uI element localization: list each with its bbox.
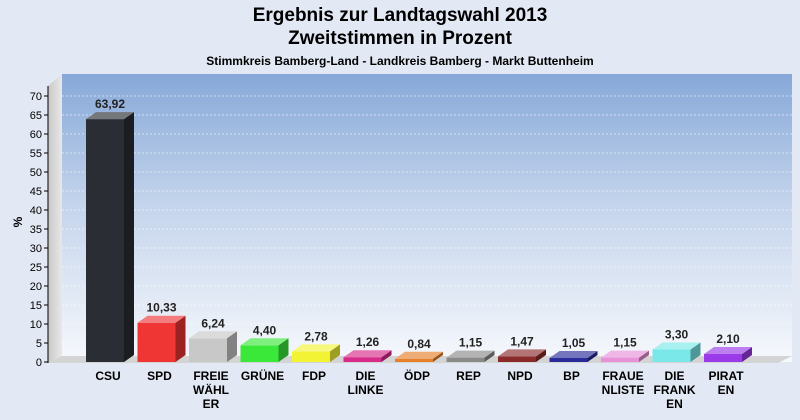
bar: [446, 357, 485, 362]
bar-side: [278, 338, 289, 362]
value-label: 2,78: [304, 329, 328, 343]
category-label: FREIE: [193, 369, 228, 383]
bar: [189, 338, 227, 362]
bar-side: [536, 349, 546, 362]
category-label: DIE: [664, 369, 684, 383]
bar: [137, 322, 176, 362]
value-label: 63,92: [95, 97, 125, 111]
value-label: 10,33: [146, 301, 176, 315]
side-wall: [48, 74, 62, 363]
y-tick-label: 10: [30, 319, 42, 331]
value-label: 1,15: [613, 336, 637, 350]
chart-subtitle: Zweitstimmen in Prozent: [288, 28, 512, 49]
value-label: 3,30: [665, 327, 689, 341]
y-tick-label: 45: [30, 186, 42, 198]
bar-top: [498, 349, 546, 357]
category-label: NPD: [507, 369, 533, 383]
y-axis-label: %: [11, 216, 25, 227]
bar-side: [330, 344, 340, 362]
y-tick-label: 40: [30, 205, 42, 217]
y-tick-label: 55: [30, 148, 42, 160]
bar: [704, 354, 742, 362]
bar-top: [446, 350, 495, 358]
y-tick-label: 15: [30, 300, 42, 312]
bar-side: [124, 112, 134, 362]
value-label: 1,15: [459, 336, 483, 350]
category-label: NLISTE: [602, 383, 645, 397]
title-block: Ergebnis zur Landtagswahl 2013 Zweitstim…: [0, 4, 800, 70]
bar-top: [343, 350, 392, 358]
category-label: SPD: [147, 369, 172, 383]
value-label: 1,47: [510, 334, 534, 348]
bar: [549, 358, 588, 362]
category-label: EN: [666, 397, 683, 411]
value-label: 1,26: [356, 335, 380, 349]
category-label: EN: [718, 383, 735, 397]
category-label: FRANK: [654, 383, 696, 397]
bar-top: [240, 338, 289, 346]
bar: [652, 349, 691, 362]
category-label: FRAUE: [602, 369, 643, 383]
bar: [292, 351, 330, 362]
category-label: FDP: [302, 369, 326, 383]
bar-side: [484, 350, 495, 362]
value-label: 6,24: [201, 316, 225, 330]
bar-side: [587, 351, 598, 362]
y-tick-label: 50: [30, 167, 42, 179]
y-tick-label: 0: [36, 357, 42, 369]
category-label: ÖDP: [404, 368, 430, 383]
y-tick-label: 25: [30, 262, 42, 274]
bar-top: [395, 351, 443, 359]
y-tick-label: 20: [30, 281, 42, 293]
bar: [395, 358, 433, 362]
bar: [86, 119, 124, 362]
value-label: 0,84: [407, 337, 431, 351]
category-label: BP: [563, 369, 580, 383]
plot-area: 0 5 10 15 20 25 30 35 40 45 50 55 60 65 70 63,92 CSU 10,3…: [30, 74, 792, 411]
y-tick-label: 70: [30, 91, 42, 103]
bar: [343, 357, 382, 362]
value-label: 2,10: [716, 332, 740, 346]
bar-top: [704, 347, 752, 355]
bar-side: [639, 350, 649, 362]
category-label: LINKE: [348, 383, 384, 397]
y-tick-label: 5: [36, 338, 42, 350]
bar-top: [189, 331, 237, 339]
bar: [498, 356, 536, 362]
value-label: 1,05: [562, 336, 586, 350]
y-tick-label: 35: [30, 224, 42, 236]
bar: [601, 357, 639, 362]
bar-top: [137, 315, 186, 323]
bar-side: [742, 347, 752, 362]
category-label: DIE: [355, 369, 375, 383]
value-label: 4,40: [253, 323, 277, 337]
y-tick-label: 65: [30, 110, 42, 122]
bar-top: [652, 342, 701, 350]
chart-subsubtitle: Stimmkreis Bamberg-Land - Landkreis Bamb…: [206, 54, 594, 68]
y-tick-label: 60: [30, 129, 42, 141]
bar: [240, 345, 279, 362]
bar-top: [292, 344, 340, 352]
y-tick-label: 30: [30, 243, 42, 255]
bar-side: [433, 351, 443, 362]
bar-side: [381, 350, 392, 362]
category-label: WÄHL: [193, 382, 229, 397]
bar-side: [227, 331, 237, 362]
bar-side: [175, 315, 186, 362]
category-label: REP: [456, 369, 481, 383]
bar-top: [549, 351, 598, 359]
category-label: GRÜNE: [241, 368, 284, 383]
category-label: ER: [203, 397, 220, 411]
plot-background: [62, 74, 792, 362]
bar-top: [86, 112, 134, 120]
chart-title: Ergebnis zur Landtagswahl 2013: [252, 5, 548, 26]
category-label: CSU: [95, 369, 120, 383]
bar-top: [601, 350, 649, 358]
category-label: PIRAT: [708, 369, 744, 383]
bar-side: [690, 342, 701, 362]
